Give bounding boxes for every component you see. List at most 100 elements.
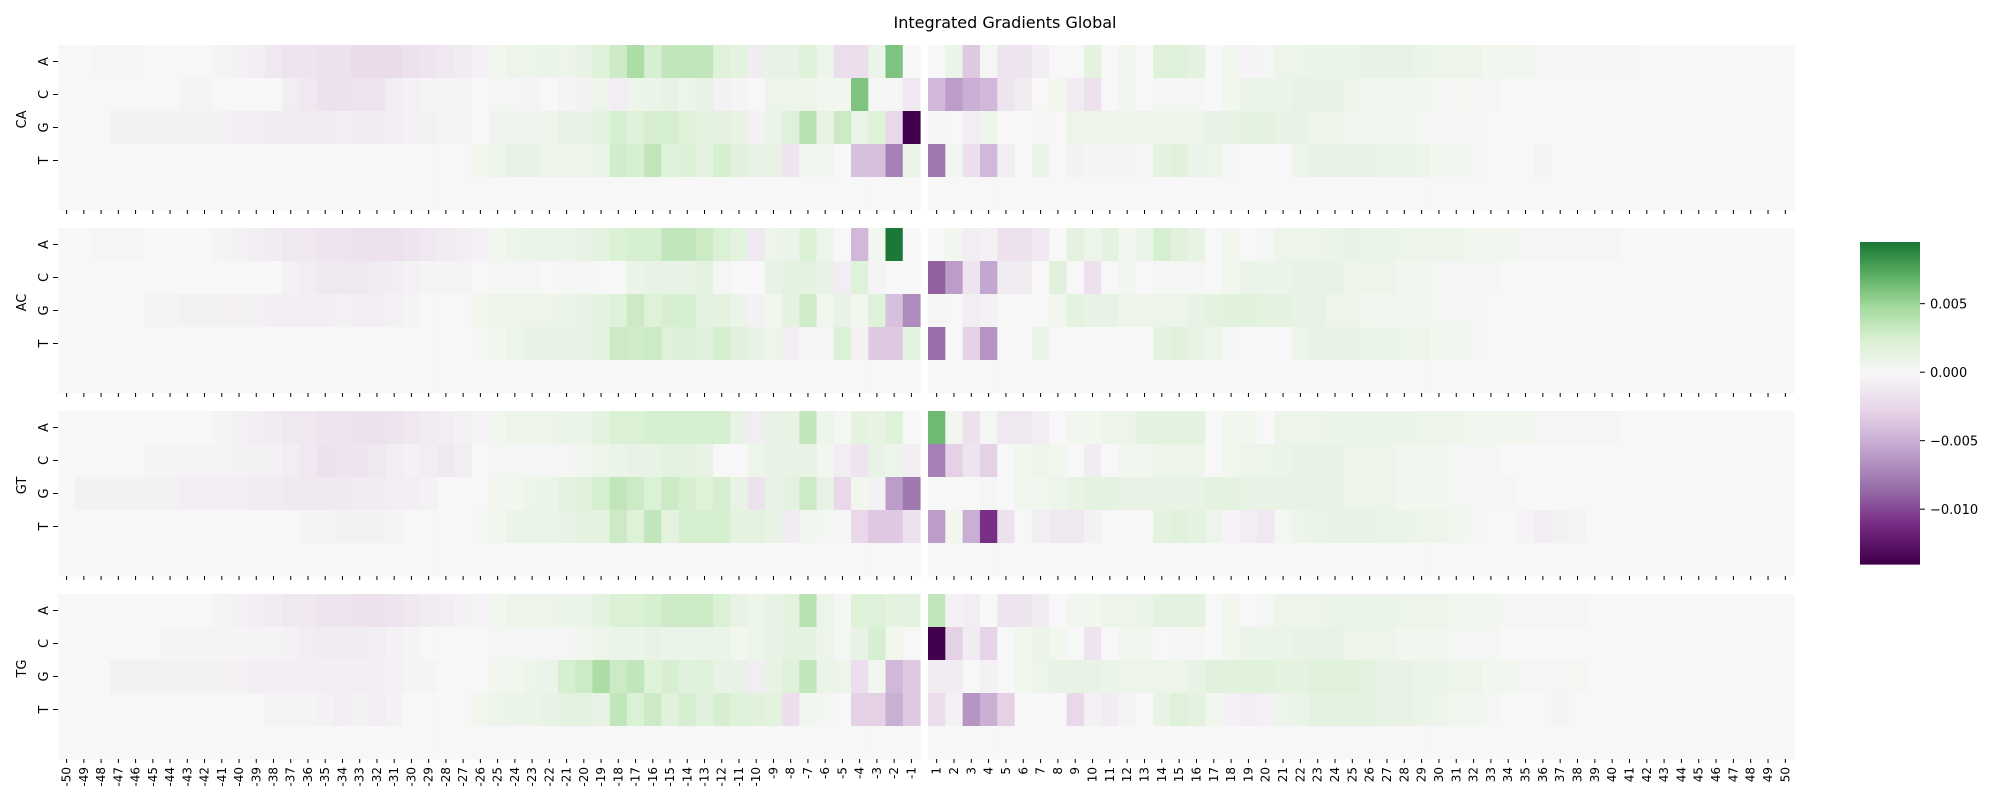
heatmap-cell: [1014, 228, 1033, 262]
heatmap-cell: [402, 327, 421, 361]
heatmap-cell: [1291, 111, 1310, 145]
colorbar-segment: [1860, 398, 1920, 402]
heatmap-cell: [1031, 726, 1050, 760]
heatmap-cell: [1568, 543, 1587, 577]
heatmap-cell: [75, 45, 94, 79]
heatmap-cell: [1707, 78, 1726, 112]
heatmap-cell: [213, 144, 231, 178]
heatmap-cell: [799, 78, 818, 112]
heatmap-cell: [1083, 543, 1102, 577]
heatmap-cell: [1257, 294, 1275, 328]
heatmap-cell: [1187, 261, 1206, 295]
heatmap-cell: [730, 144, 749, 178]
heatmap-cell: [1430, 660, 1449, 694]
heatmap-cell: [816, 411, 835, 445]
heatmap-cell: [868, 411, 887, 445]
heatmap-cell: [1482, 177, 1501, 211]
heatmap-cell: [1586, 294, 1605, 328]
heatmap-cell: [471, 444, 490, 478]
heatmap-cell: [1499, 477, 1518, 511]
heatmap-cell: [471, 627, 490, 661]
heatmap-cell: [523, 510, 542, 544]
heatmap-cell: [1135, 327, 1154, 361]
heatmap-cell: [979, 510, 998, 544]
heatmap-cell: [1031, 510, 1050, 544]
heatmap-cell: [126, 543, 145, 577]
heatmap-cell: [1135, 45, 1154, 79]
heatmap-cell: [454, 111, 473, 145]
colorbar-segment: [1860, 260, 1920, 263]
heatmap-cell: [230, 543, 249, 577]
heatmap-cell: [1724, 444, 1743, 478]
colorbar-segment: [1860, 360, 1920, 364]
heatmap-cell: [695, 360, 714, 394]
heatmap-cell: [1603, 228, 1622, 262]
heatmap-cell: [868, 45, 887, 79]
colorbar-segment: [1860, 384, 1920, 388]
heatmap-cell: [747, 45, 766, 79]
heatmap-cell: [609, 144, 628, 178]
colorbar-segment: [1860, 280, 1920, 283]
heatmap-cell: [540, 45, 559, 79]
heatmap-cell: [1378, 144, 1397, 178]
heatmap-cell: [1638, 693, 1657, 727]
heatmap-cell: [1066, 594, 1085, 628]
heatmap-cell: [1309, 294, 1327, 328]
heatmap-cell: [126, 477, 145, 511]
heatmap-cell: [997, 294, 1016, 328]
heatmap-cell: [868, 660, 887, 694]
heatmap-cell: [1378, 477, 1397, 511]
heatmap-cell: [713, 144, 731, 178]
heatmap-cell: [782, 45, 800, 79]
heatmap-cell: [92, 726, 111, 760]
heatmap-cell: [109, 477, 128, 511]
colorbar-segment: [1860, 354, 1920, 358]
x-tick-label: -9: [766, 767, 780, 779]
heatmap-cell: [1222, 327, 1241, 361]
heatmap-cell: [230, 510, 249, 544]
heatmap-cell: [730, 228, 749, 262]
heatmap-cell: [75, 477, 94, 511]
heatmap-cell: [1031, 543, 1050, 577]
heatmap-cell: [644, 594, 662, 628]
heatmap-cell: [1759, 261, 1778, 295]
heatmap-cell: [1309, 45, 1327, 79]
heatmap-cell: [945, 726, 964, 760]
heatmap-cell: [437, 177, 456, 211]
heatmap-cell: [195, 477, 214, 511]
heatmap-cell: [109, 510, 128, 544]
heatmap-cell: [1378, 78, 1397, 112]
heatmap-cell: [213, 693, 231, 727]
heatmap-cell: [1672, 144, 1691, 178]
heatmap-cell: [678, 45, 697, 79]
heatmap-cell: [1274, 177, 1293, 211]
heatmap-cell: [351, 627, 369, 661]
heatmap-cell: [454, 177, 473, 211]
heatmap-cell: [1672, 111, 1691, 145]
heatmap-cell: [1620, 177, 1639, 211]
heatmap-cell: [747, 627, 766, 661]
heatmap-cell: [1534, 144, 1553, 178]
heatmap-cell: [928, 510, 946, 544]
heatmap-cell: [385, 594, 404, 628]
heatmap-cell: [1672, 660, 1691, 694]
heatmap-cell: [1083, 510, 1102, 544]
heatmap-cell: [782, 144, 800, 178]
heatmap-cell: [1499, 627, 1518, 661]
heatmap-cell: [1707, 177, 1726, 211]
heatmap-cell: [1101, 327, 1120, 361]
x-tick-label: -44: [163, 767, 177, 787]
heatmap-cell: [1118, 78, 1137, 112]
heatmap-cell: [1499, 726, 1518, 760]
heatmap-cell: [1361, 294, 1379, 328]
heatmap-cell: [1343, 726, 1362, 760]
colorbar-segment: [1860, 376, 1920, 380]
heatmap-cell: [178, 111, 197, 145]
colorbar-segment: [1860, 302, 1920, 305]
colorbar-segment: [1860, 316, 1920, 320]
heatmap-cell: [368, 45, 387, 79]
heatmap-cell: [1378, 411, 1397, 445]
heatmap-cell: [299, 327, 318, 361]
heatmap-cell: [1412, 45, 1431, 79]
